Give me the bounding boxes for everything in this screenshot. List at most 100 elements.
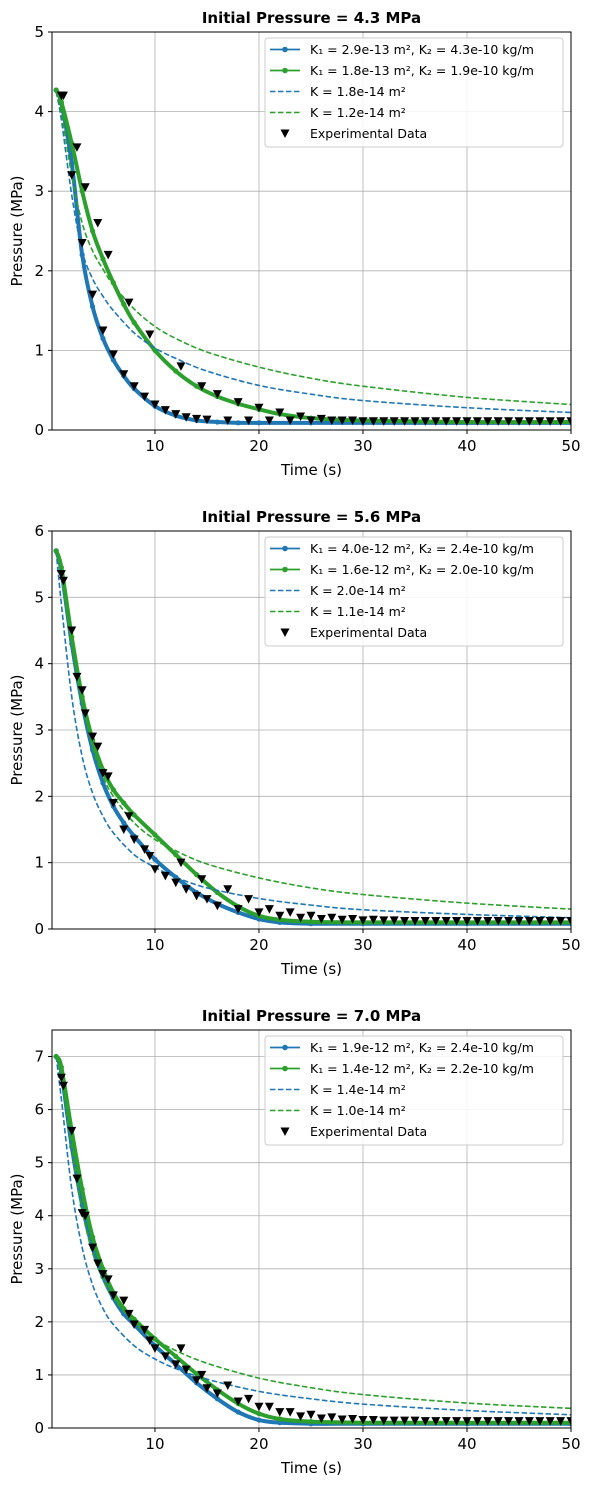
- legend-label: K = 1.1e-14 m²: [310, 604, 406, 619]
- axes-frame: [51, 31, 572, 431]
- series-point: [256, 1411, 262, 1417]
- data-marker: [264, 416, 274, 425]
- legend-swatch-dot: [282, 67, 288, 74]
- series-point: [100, 780, 106, 786]
- data-marker: [254, 908, 264, 917]
- data-marker: [140, 1325, 150, 1335]
- legend-label: Experimental Data: [310, 126, 427, 141]
- y-axis-label: Pressure (MPa): [8, 1173, 26, 1284]
- series-line-4: [55, 91, 571, 406]
- series-point: [100, 335, 106, 342]
- data-marker: [566, 417, 571, 426]
- x-tick-label: 30: [353, 936, 372, 954]
- data-marker: [129, 382, 139, 391]
- y-tick-label: 0: [34, 1419, 44, 1437]
- data-marker: [176, 1344, 186, 1353]
- data-marker: [150, 400, 160, 410]
- x-tick-label: 20: [249, 936, 268, 954]
- chart-title: Initial Pressure = 4.3 MPa: [202, 9, 421, 27]
- data-marker: [171, 878, 181, 888]
- data-marker: [197, 382, 207, 391]
- data-marker: [514, 417, 524, 426]
- data-marker: [483, 917, 493, 926]
- data-marker: [67, 626, 77, 635]
- data-marker: [202, 415, 212, 425]
- data-marker: [368, 915, 378, 925]
- y-tick-label: 6: [34, 522, 44, 540]
- data-marker: [285, 1408, 295, 1417]
- y-tick-label: 5: [34, 588, 44, 606]
- data-marker: [181, 413, 191, 422]
- legend-swatch-dot: [282, 1044, 288, 1051]
- data-marker: [524, 1417, 534, 1426]
- data-marker: [524, 417, 534, 426]
- data-marker: [431, 1417, 441, 1426]
- x-tick-label: 20: [249, 1435, 268, 1453]
- series-point: [69, 140, 75, 147]
- y-tick-label: 1: [34, 854, 44, 872]
- data-marker: [160, 871, 170, 881]
- data-marker: [192, 891, 202, 901]
- data-marker: [452, 1417, 462, 1426]
- y-axis-label: Pressure (MPa): [8, 674, 26, 785]
- series-point: [235, 1409, 241, 1415]
- data-marker: [192, 414, 202, 424]
- data-marker: [400, 417, 410, 426]
- data-marker: [119, 825, 129, 834]
- data-marker: [103, 1275, 113, 1284]
- data-marker: [493, 1417, 503, 1426]
- data-marker: [212, 1389, 222, 1399]
- data-marker: [56, 570, 66, 579]
- data-marker: [431, 417, 441, 426]
- y-tick-label: 6: [34, 1101, 44, 1119]
- x-axis-label: Time (s): [280, 461, 342, 479]
- series-point: [79, 1186, 85, 1192]
- data-marker: [545, 417, 555, 426]
- series-point: [214, 1396, 220, 1402]
- data-marker: [197, 875, 207, 884]
- series-line-3: [55, 1056, 571, 1416]
- x-tick-label: 20: [249, 437, 268, 455]
- series-point: [131, 812, 137, 818]
- data-marker: [462, 417, 472, 426]
- series-point: [152, 856, 158, 862]
- data-marker: [58, 576, 68, 586]
- legend-label: K = 2.0e-14 m²: [310, 583, 406, 598]
- data-marker: [368, 1416, 378, 1425]
- legend-label: K₁ = 1.9e-12 m², K₂ = 2.4e-10 kg/m: [310, 1040, 534, 1055]
- data-marker: [420, 417, 430, 426]
- data-marker: [348, 416, 358, 425]
- data-marker: [275, 408, 285, 417]
- data-marker: [400, 917, 410, 926]
- y-tick-label: 1: [34, 341, 44, 359]
- data-marker: [80, 709, 90, 718]
- series-point: [256, 1417, 262, 1423]
- x-axis-label: Time (s): [280, 1459, 342, 1477]
- x-tick-label: 50: [561, 1435, 580, 1453]
- data-marker: [72, 672, 82, 682]
- data-marker: [535, 917, 545, 926]
- data-marker: [296, 1412, 306, 1421]
- data-marker: [306, 416, 316, 425]
- data-marker: [348, 915, 358, 924]
- x-tick-label: 10: [145, 936, 164, 954]
- data-marker: [56, 1073, 66, 1083]
- data-marker: [306, 911, 316, 921]
- data-marker: [337, 1415, 347, 1425]
- data-marker: [410, 1416, 420, 1426]
- data-marker: [88, 1243, 98, 1253]
- x-tick-label: 30: [353, 1435, 372, 1453]
- data-marker: [98, 1270, 108, 1279]
- data-marker: [58, 1081, 68, 1091]
- data-marker: [316, 1414, 326, 1423]
- y-tick-label: 2: [34, 262, 44, 280]
- data-marker: [67, 1126, 77, 1136]
- chart-panel-2: 10 20 30 40 50 0 1 2 3 4 5 6 Initial Pressure = 5.6 …: [8, 508, 581, 978]
- series-point: [121, 800, 127, 806]
- data-marker: [212, 901, 222, 911]
- series-point: [308, 919, 314, 925]
- data-marker: [77, 238, 87, 248]
- data-marker: [296, 412, 306, 421]
- data-marker: [566, 1417, 571, 1426]
